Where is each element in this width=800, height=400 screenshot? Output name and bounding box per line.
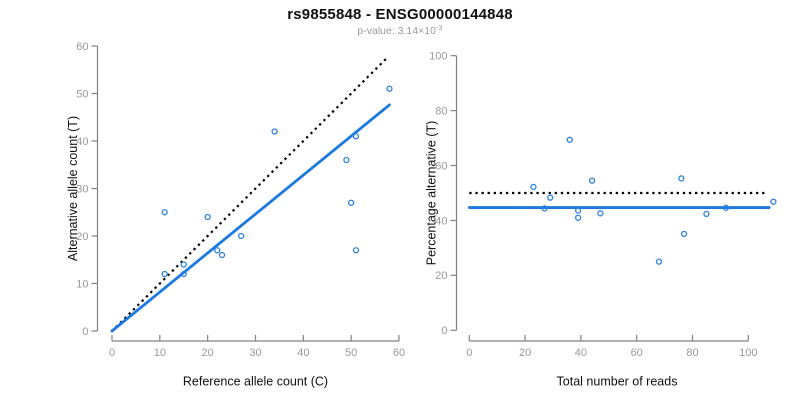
y-tick-label: 50: [76, 88, 88, 100]
data-point: [547, 194, 554, 201]
left-yaxis-title: Alternative allele count (T): [66, 116, 80, 261]
y-tick-label: 0: [82, 326, 88, 338]
data-point: [678, 175, 685, 182]
right-yaxis-title: Percentage alternative (T): [425, 121, 439, 266]
pvalue-text: p-value: 3.14×10: [357, 25, 436, 37]
data-point: [703, 210, 710, 218]
data-point: [722, 204, 730, 211]
data-point: [770, 198, 777, 205]
data-point: [161, 270, 168, 278]
data-point: [566, 136, 573, 143]
x-tick-label: 60: [393, 347, 405, 359]
data-point: [574, 207, 582, 214]
data-point: [237, 232, 245, 240]
y-tick-label: 20: [435, 270, 447, 282]
data-point: [204, 213, 211, 221]
data-point: [180, 270, 187, 278]
y-tick-label: 30: [76, 183, 88, 195]
data-point: [574, 214, 582, 221]
data-point: [180, 261, 187, 268]
x-tick-label: 30: [249, 347, 261, 359]
x-tick-label: 60: [631, 347, 643, 359]
data-point: [588, 177, 596, 184]
data-point: [655, 258, 663, 265]
data-point: [271, 128, 278, 135]
data-point: [597, 210, 604, 217]
x-tick-label: 40: [297, 347, 309, 359]
x-tick-label: 100: [739, 347, 757, 359]
right-xaxis-title: Total number of reads: [557, 375, 678, 389]
y-tick-label: 10: [76, 278, 88, 290]
data-point: [161, 209, 168, 216]
y-tick-label: 40: [76, 136, 88, 148]
data-point: [218, 251, 226, 259]
y-tick-label: 0: [441, 325, 447, 337]
y-tick-label: 80: [435, 105, 447, 117]
x-tick-label: 80: [686, 347, 698, 359]
x-tick-label: 0: [109, 347, 115, 359]
data-point: [530, 183, 537, 191]
x-tick-label: 20: [519, 347, 531, 359]
y-tick-label: 20: [76, 231, 88, 243]
data-point: [680, 230, 688, 238]
data-point: [214, 247, 221, 254]
pvalue-exponent: -3: [435, 23, 443, 32]
fit-line: [110, 103, 391, 333]
y-tick-label: 60: [76, 41, 88, 53]
data-point: [541, 205, 548, 212]
y-tick-label: 100: [429, 51, 447, 63]
data-point: [343, 156, 350, 164]
left-xaxis-title: Reference allele count (C): [183, 375, 328, 389]
figure-title: rs9855848 - ENSG00000144848: [287, 6, 513, 23]
x-tick-label: 10: [154, 347, 166, 359]
x-tick-label: 0: [466, 347, 472, 359]
data-point: [348, 199, 355, 206]
x-tick-label: 20: [202, 347, 214, 359]
y-tick-label: 60: [435, 160, 447, 172]
x-tick-label: 50: [345, 347, 357, 359]
data-point: [352, 247, 360, 254]
data-point: [352, 133, 360, 140]
figure-subtitle: p-value: 3.14×10-3: [0, 23, 800, 37]
y-tick-label: 40: [435, 215, 447, 227]
identity-line: [115, 57, 388, 328]
x-tick-label: 40: [575, 347, 587, 359]
data-point: [386, 85, 393, 92]
